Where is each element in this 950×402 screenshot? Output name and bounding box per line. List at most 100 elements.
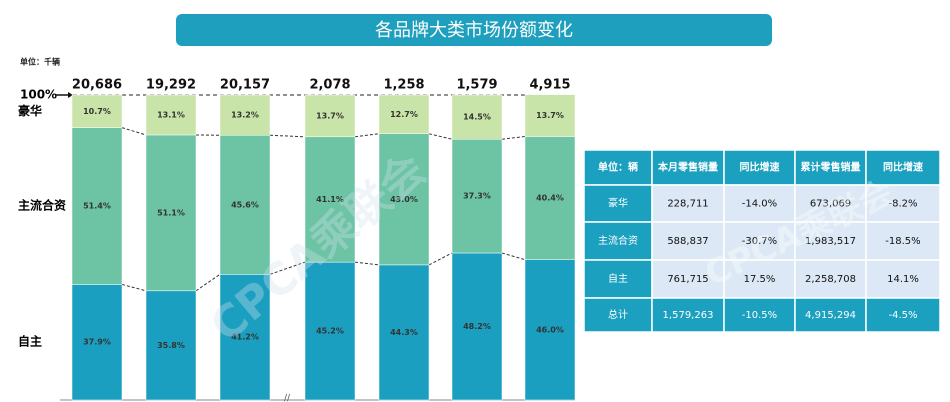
segment-label: 41.2% bbox=[231, 333, 259, 342]
table-text: 主流合资 bbox=[598, 234, 638, 247]
chart-title: 各品牌大类市场份额变化 bbox=[375, 20, 573, 41]
bar-segment bbox=[524, 94, 576, 137]
table-text: -30.7% bbox=[742, 236, 777, 247]
bar-segment bbox=[304, 94, 356, 138]
bar-segment bbox=[145, 94, 197, 136]
segment-label: 46.0% bbox=[536, 325, 564, 334]
total-label: 20,157 bbox=[220, 78, 270, 93]
table-cell bbox=[723, 184, 796, 223]
table-text: 1,983,517 bbox=[805, 236, 856, 247]
total-label: 1,258 bbox=[383, 78, 424, 93]
table-text: 2,258,708 bbox=[805, 274, 856, 285]
table-text: 1,579,263 bbox=[663, 310, 714, 321]
bar-segment bbox=[219, 94, 271, 136]
table-text: 总计 bbox=[608, 308, 628, 321]
connector bbox=[428, 133, 453, 140]
segment-label: 43.0% bbox=[390, 195, 418, 204]
table-text: 588,837 bbox=[667, 236, 708, 247]
segment-label: 37.9% bbox=[83, 338, 111, 347]
table-text: -14.0% bbox=[742, 199, 777, 210]
total-label: 1,579 bbox=[456, 78, 497, 93]
segment-label: 48.2% bbox=[463, 322, 491, 331]
table-cell bbox=[723, 259, 796, 299]
segment-label: 13.7% bbox=[536, 111, 564, 120]
bar-segment bbox=[304, 136, 356, 263]
segment-label: 51.4% bbox=[83, 202, 111, 211]
table-cell bbox=[583, 184, 653, 223]
connector bbox=[354, 133, 380, 138]
table-text: 本月零售销量 bbox=[658, 161, 718, 174]
table-text: 同比增速 bbox=[883, 161, 923, 174]
axis-break: // bbox=[284, 394, 291, 402]
bar-segment bbox=[451, 94, 503, 140]
table-text: 同比增速 bbox=[740, 161, 780, 174]
bar-segment bbox=[71, 94, 123, 128]
table-cell bbox=[794, 221, 867, 261]
table-cell bbox=[865, 297, 941, 333]
table-text: 豪华 bbox=[608, 197, 628, 210]
bar-segment bbox=[451, 138, 503, 254]
bar-segment bbox=[524, 259, 576, 401]
table-text: 单位：辆 bbox=[598, 161, 638, 174]
segment-label: 40.4% bbox=[536, 194, 564, 203]
bar-segment bbox=[378, 94, 430, 134]
segment-label: 13.7% bbox=[316, 111, 344, 120]
bar-segment bbox=[145, 290, 197, 401]
bar-segment bbox=[219, 274, 271, 401]
segment-label: 37.3% bbox=[463, 192, 491, 201]
bar-segment bbox=[219, 135, 271, 275]
title-banner bbox=[176, 14, 772, 46]
connector bbox=[428, 252, 453, 266]
table-text: 自主 bbox=[608, 272, 628, 285]
table-text: 673,069 bbox=[810, 199, 851, 210]
table-text: 228,711 bbox=[667, 199, 708, 210]
table-text: -8.2% bbox=[888, 199, 917, 210]
legend-label: 豪华 bbox=[18, 103, 42, 118]
legend-label: 主流合资 bbox=[18, 198, 66, 213]
segment-label: 45.6% bbox=[231, 200, 259, 209]
table-text: 761,715 bbox=[667, 274, 708, 285]
segment-label: 51.1% bbox=[157, 208, 185, 217]
segment-label: 13.1% bbox=[157, 110, 185, 119]
table-text: 14.1% bbox=[887, 274, 919, 285]
total-label: 2,078 bbox=[309, 78, 350, 93]
bar-segment bbox=[378, 133, 430, 266]
table-text: 4,915,294 bbox=[805, 310, 856, 321]
connector bbox=[354, 261, 380, 266]
y-tick-label: 100% bbox=[20, 88, 57, 102]
table-text: -10.5% bbox=[742, 310, 777, 321]
table-cell bbox=[865, 221, 941, 261]
bar-segment bbox=[71, 127, 123, 285]
connector bbox=[269, 261, 306, 275]
table-cell bbox=[651, 221, 725, 261]
bar-segment bbox=[524, 136, 576, 260]
table-cell bbox=[723, 297, 796, 333]
table-cell bbox=[651, 297, 725, 333]
table-text: 17.5% bbox=[744, 274, 776, 285]
bar-segment bbox=[71, 284, 123, 401]
total-label: 20,686 bbox=[72, 78, 122, 93]
total-label: 4,915 bbox=[529, 78, 570, 93]
table-cell bbox=[865, 149, 941, 186]
segment-label: 13.2% bbox=[231, 111, 259, 120]
connector bbox=[121, 283, 147, 292]
segment-label: 35.8% bbox=[157, 341, 185, 350]
segment-label: 10.7% bbox=[83, 107, 111, 116]
table-text: 累计零售销量 bbox=[801, 161, 861, 174]
segment-label: 41.1% bbox=[316, 195, 344, 204]
table-text: -18.5% bbox=[885, 236, 920, 247]
unit-label: 单位：千辆 bbox=[20, 57, 60, 67]
connector bbox=[195, 273, 221, 292]
segment-label: 44.3% bbox=[390, 328, 418, 337]
segment-label: 14.5% bbox=[463, 113, 491, 122]
table-cell bbox=[651, 184, 725, 223]
segment-label: 45.2% bbox=[316, 327, 344, 336]
total-label: 19,292 bbox=[146, 78, 196, 93]
connector bbox=[121, 127, 147, 136]
bar-segment bbox=[145, 134, 197, 292]
table-cell bbox=[794, 149, 867, 186]
table-cell bbox=[583, 297, 653, 333]
table-cell bbox=[651, 259, 725, 299]
